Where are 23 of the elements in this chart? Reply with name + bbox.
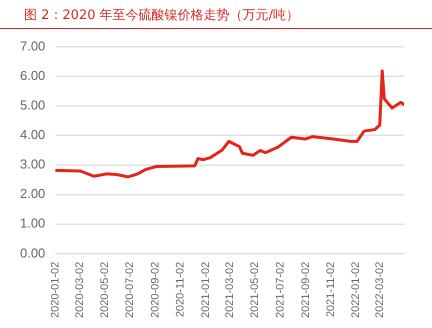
x-tick-label: 2020-11-02 (174, 262, 187, 318)
x-tick-label: 2020-05-02 (99, 262, 112, 318)
x-tick-label: 2020-07-02 (124, 262, 136, 318)
y-tick-label: 1.00 (20, 216, 46, 231)
x-tick-label: 2020-01-02 (49, 262, 62, 318)
x-tick-label: 2021-03-02 (224, 262, 236, 318)
chart-title: 图 2：2020 年至今硫酸镍价格走势（万元/吨） (0, 0, 432, 29)
y-tick-label: 2.00 (20, 186, 46, 202)
x-tick-label: 2022-01-02 (350, 262, 362, 318)
x-tick-label: 2022-03-02 (374, 262, 386, 318)
x-tick-label: 2020-09-02 (150, 262, 162, 318)
x-tick-label: 2021-11-02 (324, 262, 337, 318)
x-tick-label: 2021-09-02 (300, 262, 312, 318)
y-tick-label: 6.00 (20, 68, 46, 83)
x-tick-label: 2021-07-02 (274, 262, 286, 318)
y-tick-label: 7.00 (20, 38, 46, 54)
x-tick-label: 2021-01-02 (200, 262, 212, 318)
y-tick-label: 3.00 (20, 156, 46, 172)
x-tick-label: 2021-05-02 (249, 262, 262, 318)
x-tick-label: 2020-03-02 (74, 262, 86, 318)
y-tick-label: 4.00 (20, 127, 46, 142)
y-tick-label: 0.00 (20, 245, 46, 260)
y-tick-label: 5.00 (20, 98, 46, 112)
